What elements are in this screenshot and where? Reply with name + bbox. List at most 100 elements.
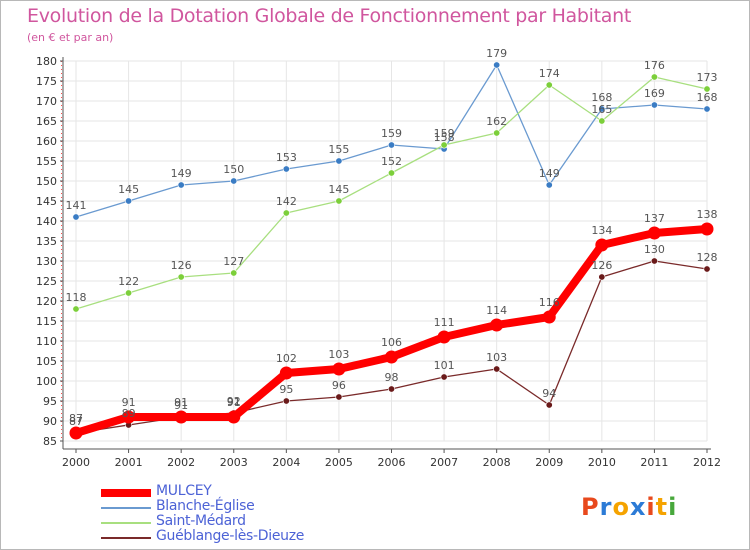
data-label: 118	[66, 291, 87, 304]
data-label: 106	[381, 336, 402, 349]
legend-label-mulcey: MULCEY	[156, 483, 212, 499]
data-label: 91	[227, 396, 241, 409]
data-point	[122, 410, 136, 424]
data-label: 96	[332, 379, 346, 392]
data-label: 95	[279, 383, 293, 396]
data-point	[703, 85, 711, 93]
data-point	[177, 273, 185, 281]
x-tick-label: 2011	[640, 456, 668, 469]
legend-label-gueblange: Guéblange-lès-Dieuze	[156, 528, 305, 544]
data-label: 127	[223, 255, 244, 268]
data-point	[647, 226, 661, 240]
data-label: 165	[591, 103, 612, 116]
x-tick-label: 2008	[483, 456, 511, 469]
data-point	[545, 181, 553, 189]
data-point	[545, 401, 553, 409]
data-point	[72, 213, 80, 221]
x-tick-label: 2004	[272, 456, 300, 469]
data-label: 126	[171, 259, 192, 272]
data-label: 128	[697, 251, 718, 264]
data-point	[598, 117, 606, 125]
data-label: 173	[697, 71, 718, 84]
legend-label-saint-medard: Saint-Médard	[156, 513, 246, 529]
logo-letter: P	[581, 493, 600, 521]
data-point	[437, 330, 451, 344]
data-point	[440, 141, 448, 149]
data-label: 126	[591, 259, 612, 272]
proxiti-logo: Proxiti	[581, 493, 677, 521]
y-tick-label: 110	[36, 335, 57, 348]
y-tick-label: 95	[43, 395, 57, 408]
data-label: 145	[328, 183, 349, 196]
x-tick-label: 2003	[220, 456, 248, 469]
data-label: 153	[276, 151, 297, 164]
data-point	[335, 157, 343, 165]
logo-letter: i	[646, 493, 656, 521]
logo-letter: r	[599, 493, 613, 521]
data-label: 150	[223, 163, 244, 176]
y-tick-label: 175	[36, 75, 57, 88]
legend-swatch-mulcey	[101, 489, 151, 497]
y-tick-label: 115	[36, 315, 57, 328]
data-label: 92	[227, 395, 241, 408]
data-label: 89	[122, 407, 136, 420]
data-point	[700, 222, 714, 236]
y-tick-label: 90	[43, 415, 57, 428]
x-tick-label: 2012	[693, 456, 721, 469]
data-point	[177, 181, 185, 189]
y-tick-label: 170	[36, 95, 57, 108]
y-tick-label: 85	[43, 435, 57, 448]
data-label: 162	[486, 115, 507, 128]
data-point	[282, 209, 290, 217]
data-point	[230, 269, 238, 277]
data-point	[125, 289, 133, 297]
y-tick-label: 165	[36, 115, 57, 128]
data-label: 137	[644, 212, 665, 225]
chart-title: Evolution de la Dotation Globale de Fonc…	[27, 5, 632, 27]
chart-subtitle: (en € et par an)	[27, 31, 114, 44]
y-tick-label: 150	[36, 175, 57, 188]
y-tick-label: 135	[36, 235, 57, 248]
data-label: 91	[122, 396, 136, 409]
data-label: 94	[542, 387, 556, 400]
y-tick-label: 120	[36, 295, 57, 308]
data-label: 142	[276, 195, 297, 208]
data-point	[650, 73, 658, 81]
data-label: 169	[644, 87, 665, 100]
data-point	[227, 410, 241, 424]
data-point	[230, 177, 238, 185]
data-label: 155	[328, 143, 349, 156]
x-tick-label: 2000	[62, 456, 90, 469]
data-point	[490, 318, 504, 332]
x-tick-label: 2001	[115, 456, 143, 469]
data-label: 149	[171, 167, 192, 180]
data-point	[493, 61, 501, 69]
data-label: 87	[69, 415, 83, 428]
data-point	[542, 310, 556, 324]
data-point	[387, 141, 395, 149]
x-tick-label: 2002	[167, 456, 195, 469]
y-tick-label: 125	[36, 275, 57, 288]
x-tick-label: 2005	[325, 456, 353, 469]
y-tick-label: 160	[36, 135, 57, 148]
data-point	[598, 105, 606, 113]
data-label: 103	[328, 348, 349, 361]
data-label: 158	[434, 131, 455, 144]
data-label: 134	[591, 224, 612, 237]
data-label: 91	[174, 399, 188, 412]
data-point	[387, 169, 395, 177]
data-point	[595, 238, 609, 252]
data-label: 159	[381, 127, 402, 140]
data-point	[703, 265, 711, 273]
data-label: 91	[174, 396, 188, 409]
data-label: 103	[486, 351, 507, 364]
logo-letter: x	[629, 493, 647, 521]
data-label: 111	[434, 316, 455, 329]
data-label: 98	[385, 371, 399, 384]
data-point	[282, 165, 290, 173]
data-label: 116	[539, 296, 560, 309]
logo-letter: o	[612, 493, 630, 521]
logo-letter: i	[668, 493, 678, 521]
data-label: 168	[697, 91, 718, 104]
